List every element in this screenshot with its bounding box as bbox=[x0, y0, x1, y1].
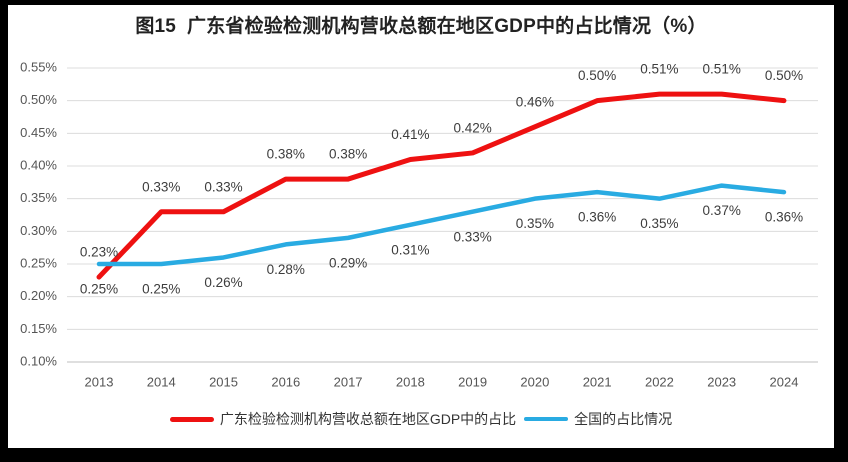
x-axis-tick-label: 2016 bbox=[271, 374, 300, 389]
data-label: 0.23% bbox=[80, 245, 118, 260]
y-axis-tick-label: 0.45% bbox=[20, 125, 57, 140]
y-axis-tick-label: 0.15% bbox=[20, 321, 57, 336]
chart-legend: 广东检验检测机构营收总额在地区GDP中的占比 全国的占比情况 bbox=[8, 409, 834, 429]
chart-title: 图15 广东省检验检测机构营收总额在地区GDP中的占比情况（%） bbox=[135, 16, 707, 37]
x-axis-tick-label: 2023 bbox=[707, 374, 736, 389]
data-label: 0.51% bbox=[640, 62, 678, 77]
data-label: 0.29% bbox=[329, 255, 367, 270]
data-label: 0.38% bbox=[267, 147, 305, 162]
chart-panel: 图15 广东省检验检测机构营收总额在地区GDP中的占比情况（%） 0.55% 0.… bbox=[8, 5, 834, 448]
data-label: 0.50% bbox=[578, 68, 616, 83]
y-axis-tick-label: 0.40% bbox=[20, 157, 57, 172]
x-axis-tick-label: 2013 bbox=[85, 374, 114, 389]
data-label: 0.26% bbox=[204, 275, 242, 290]
data-label: 0.36% bbox=[765, 210, 803, 225]
data-label: 0.25% bbox=[142, 282, 180, 297]
x-axis-tick-label: 2021 bbox=[583, 374, 612, 389]
y-axis-tick-label: 0.55% bbox=[20, 59, 57, 74]
legend-line-swatch bbox=[524, 417, 569, 421]
line-chart: 0.55% 0.50% 0.45% 0.40% 0.35% 0.30% 0.25% 0.20%… bbox=[20, 59, 818, 389]
data-label: 0.31% bbox=[391, 242, 429, 257]
data-label: 0.25% bbox=[80, 282, 118, 297]
legend-item-guangdong: 广东检验检测机构营收总额在地区GDP中的占比 bbox=[169, 409, 517, 429]
data-label: 0.33% bbox=[142, 179, 180, 194]
x-axis-tick-label: 2022 bbox=[645, 374, 674, 389]
x-axis-tick-label: 2020 bbox=[520, 374, 549, 389]
legend-line-swatch bbox=[169, 416, 214, 422]
y-axis-tick-label: 0.35% bbox=[20, 190, 57, 205]
legend-label: 全国的占比情况 bbox=[574, 411, 673, 427]
data-label: 0.50% bbox=[765, 68, 803, 83]
y-axis-tick-label: 0.25% bbox=[20, 255, 57, 270]
legend-item-national: 全国的占比情况 bbox=[524, 409, 672, 429]
data-label: 0.51% bbox=[703, 62, 741, 77]
x-axis-tick-label: 2017 bbox=[334, 374, 363, 389]
x-axis-tick-label: 2015 bbox=[209, 374, 238, 389]
y-axis-tick-label: 0.30% bbox=[20, 223, 57, 238]
data-label: 0.35% bbox=[640, 216, 678, 231]
data-label: 0.36% bbox=[578, 210, 616, 225]
series-line-guangdong bbox=[96, 91, 787, 280]
x-axis-tick-label: 2019 bbox=[458, 374, 487, 389]
series-line-national bbox=[96, 183, 787, 267]
data-label: 0.28% bbox=[267, 262, 305, 277]
data-label: 0.37% bbox=[703, 203, 741, 218]
x-axis-tick-label: 2024 bbox=[770, 374, 799, 389]
data-label: 0.33% bbox=[204, 179, 242, 194]
data-label: 0.33% bbox=[453, 229, 491, 244]
y-axis-tick-label: 0.20% bbox=[20, 288, 57, 303]
data-label: 0.35% bbox=[516, 216, 554, 231]
x-axis-tick-label: 2018 bbox=[396, 374, 425, 389]
data-label: 0.46% bbox=[516, 94, 554, 109]
y-axis-tick-label: 0.10% bbox=[20, 353, 57, 368]
y-axis-tick-label: 0.50% bbox=[20, 92, 57, 107]
data-label: 0.41% bbox=[391, 127, 429, 142]
legend-label: 广东检验检测机构营收总额在地区GDP中的占比 bbox=[219, 411, 517, 427]
data-label: 0.42% bbox=[453, 120, 491, 135]
x-axis-tick-label: 2014 bbox=[147, 374, 176, 389]
data-label: 0.38% bbox=[329, 147, 367, 162]
